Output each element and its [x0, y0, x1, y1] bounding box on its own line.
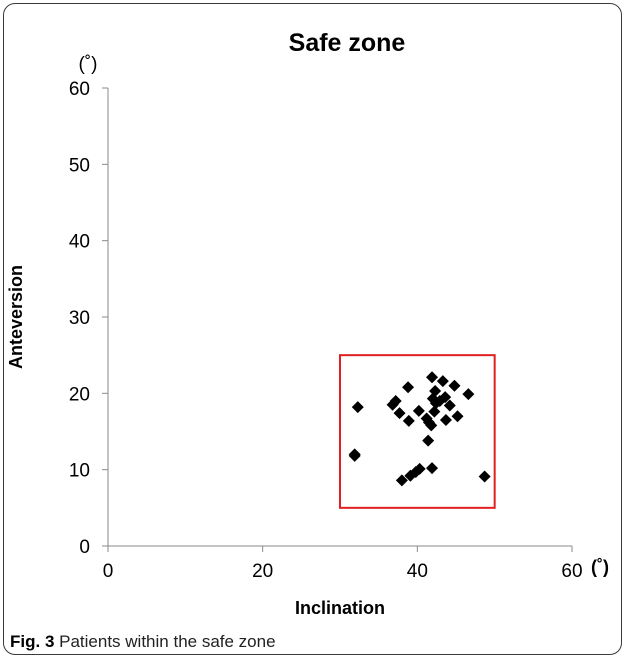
x-tick-label: 20	[252, 561, 273, 582]
y-tick-label: 50	[69, 155, 90, 176]
y-tick-label: 20	[69, 384, 90, 405]
data-point	[439, 414, 452, 427]
figure-caption: Fig. 3 Patients within the safe zone	[10, 632, 276, 652]
data-point	[448, 379, 461, 392]
x-axis-title: Inclination	[295, 598, 385, 618]
data-point	[402, 381, 415, 394]
data-point	[395, 474, 408, 487]
y-tick-label: 0	[79, 537, 90, 558]
y-tick-label: 60	[69, 79, 90, 100]
data-point	[443, 399, 456, 412]
caption-label: Fig. 3	[10, 632, 55, 651]
data-point	[478, 470, 491, 483]
x-tick-label: 60	[561, 561, 582, 582]
data-point	[429, 385, 442, 398]
data-point	[426, 462, 439, 475]
y-tick-label: 40	[69, 232, 90, 253]
data-point	[426, 371, 439, 384]
y-axis-title: Anteversion	[6, 265, 26, 369]
data-point	[389, 394, 402, 407]
data-point	[436, 375, 449, 388]
data-point	[412, 404, 425, 417]
data-point	[348, 449, 361, 462]
scatter-chart: Safe zone (˚) (˚) Inclination Anteversio…	[6, 29, 609, 618]
y-axis-unit: (˚)	[79, 54, 98, 75]
data-point	[351, 401, 364, 414]
safe-zone-layer	[339, 354, 496, 509]
data-point	[402, 414, 415, 427]
x-axis-unit: (˚)	[591, 557, 609, 577]
x-tick-label: 40	[407, 561, 428, 582]
chart-title: Safe zone	[289, 29, 406, 57]
data-point	[393, 407, 406, 420]
data-point	[451, 410, 464, 423]
x-tick-label: 0	[103, 561, 114, 582]
figure-frame	[3, 3, 622, 655]
data-point	[462, 388, 475, 401]
data-point	[422, 434, 435, 447]
data-point	[413, 462, 426, 475]
data-point	[439, 391, 452, 404]
data-points	[348, 371, 491, 487]
data-point	[428, 405, 441, 418]
axes: 0 10 20 30 40 50 60 0 20 40 60	[69, 79, 583, 582]
data-point	[425, 419, 438, 432]
y-tick-label: 30	[69, 308, 90, 329]
caption-text: Patients within the safe zone	[54, 632, 276, 651]
safe-zone-rect	[339, 354, 496, 509]
y-tick-label: 10	[69, 461, 90, 482]
